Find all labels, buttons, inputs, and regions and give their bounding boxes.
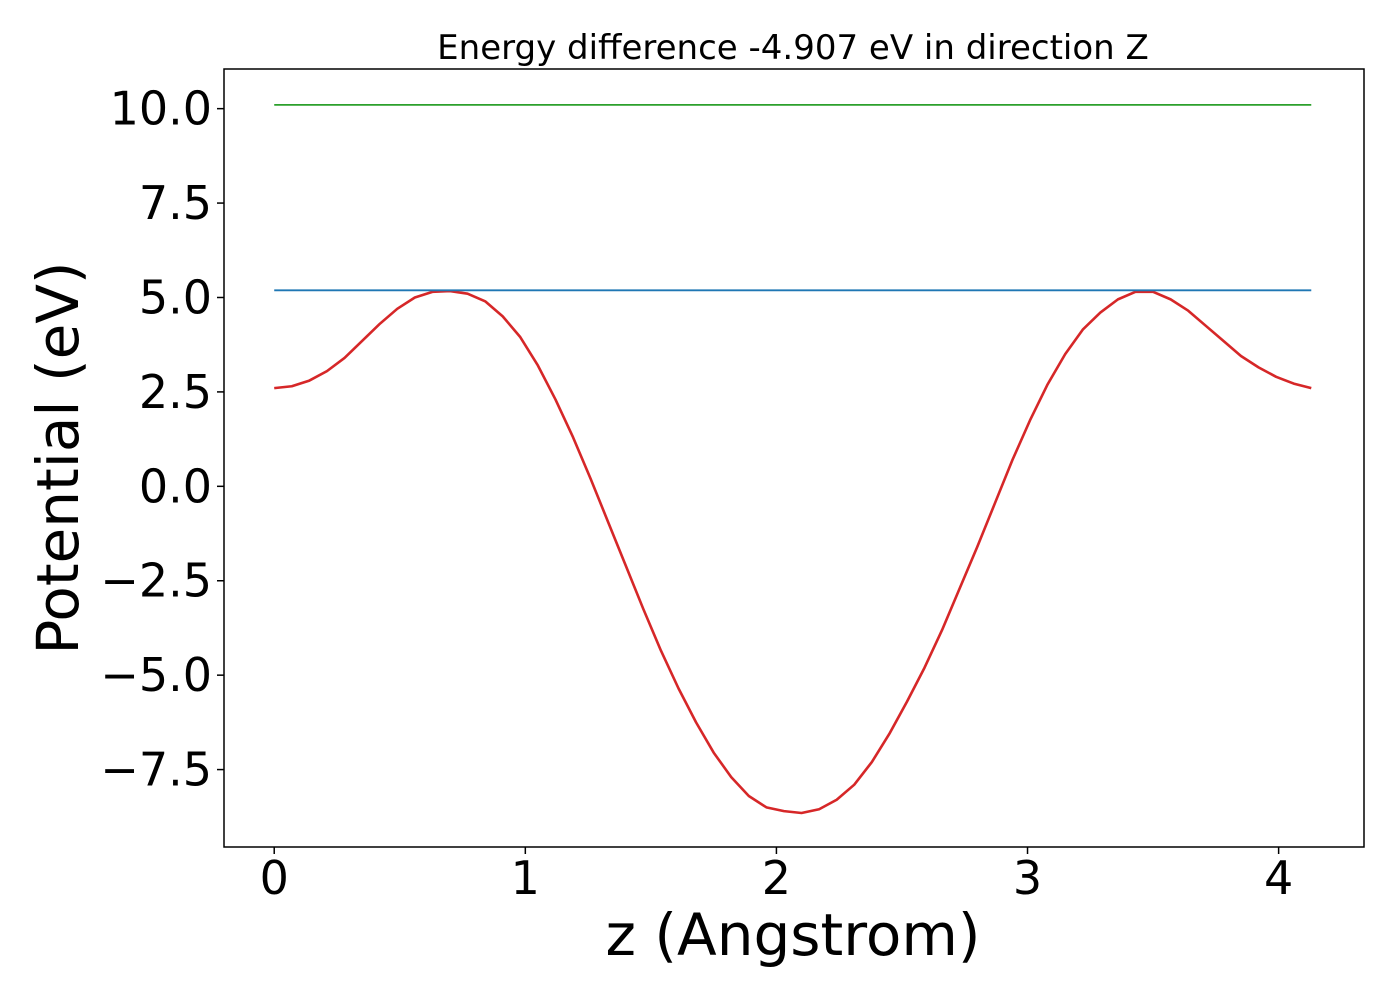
y-tick-label: 0.0 [139, 459, 212, 513]
plot-frame [223, 68, 1365, 848]
series-layer [274, 103, 1312, 815]
y-axis-label: Potential (eV) [24, 261, 92, 654]
y-tick-label: −5.0 [100, 648, 212, 702]
y-tick-label: 5.0 [139, 270, 212, 324]
y-tick-label: −2.5 [100, 554, 212, 608]
y-tick-label: 7.5 [139, 176, 212, 230]
y-tick-label: 10.0 [110, 82, 212, 136]
x-tick-label: 3 [1013, 851, 1042, 905]
x-tick-label: 1 [511, 851, 540, 905]
series-line-potential-curve [274, 289, 1312, 815]
y-axis-ticks: 10.0 7.5 5.0 2.5 0.0 −2.5 −5.0 −7.5 [100, 82, 224, 797]
y-tick-label: 2.5 [139, 365, 212, 419]
x-axis-label: z (Angstrom) [606, 901, 981, 969]
chart-title: Energy difference -4.907 eV in direction… [437, 28, 1149, 68]
x-tick-label: 4 [1264, 851, 1293, 905]
x-tick-label: 0 [260, 851, 289, 905]
x-axis-ticks: 0 1 2 3 4 [260, 847, 1293, 905]
x-tick-label: 2 [762, 851, 791, 905]
y-tick-label: −7.5 [100, 743, 212, 797]
